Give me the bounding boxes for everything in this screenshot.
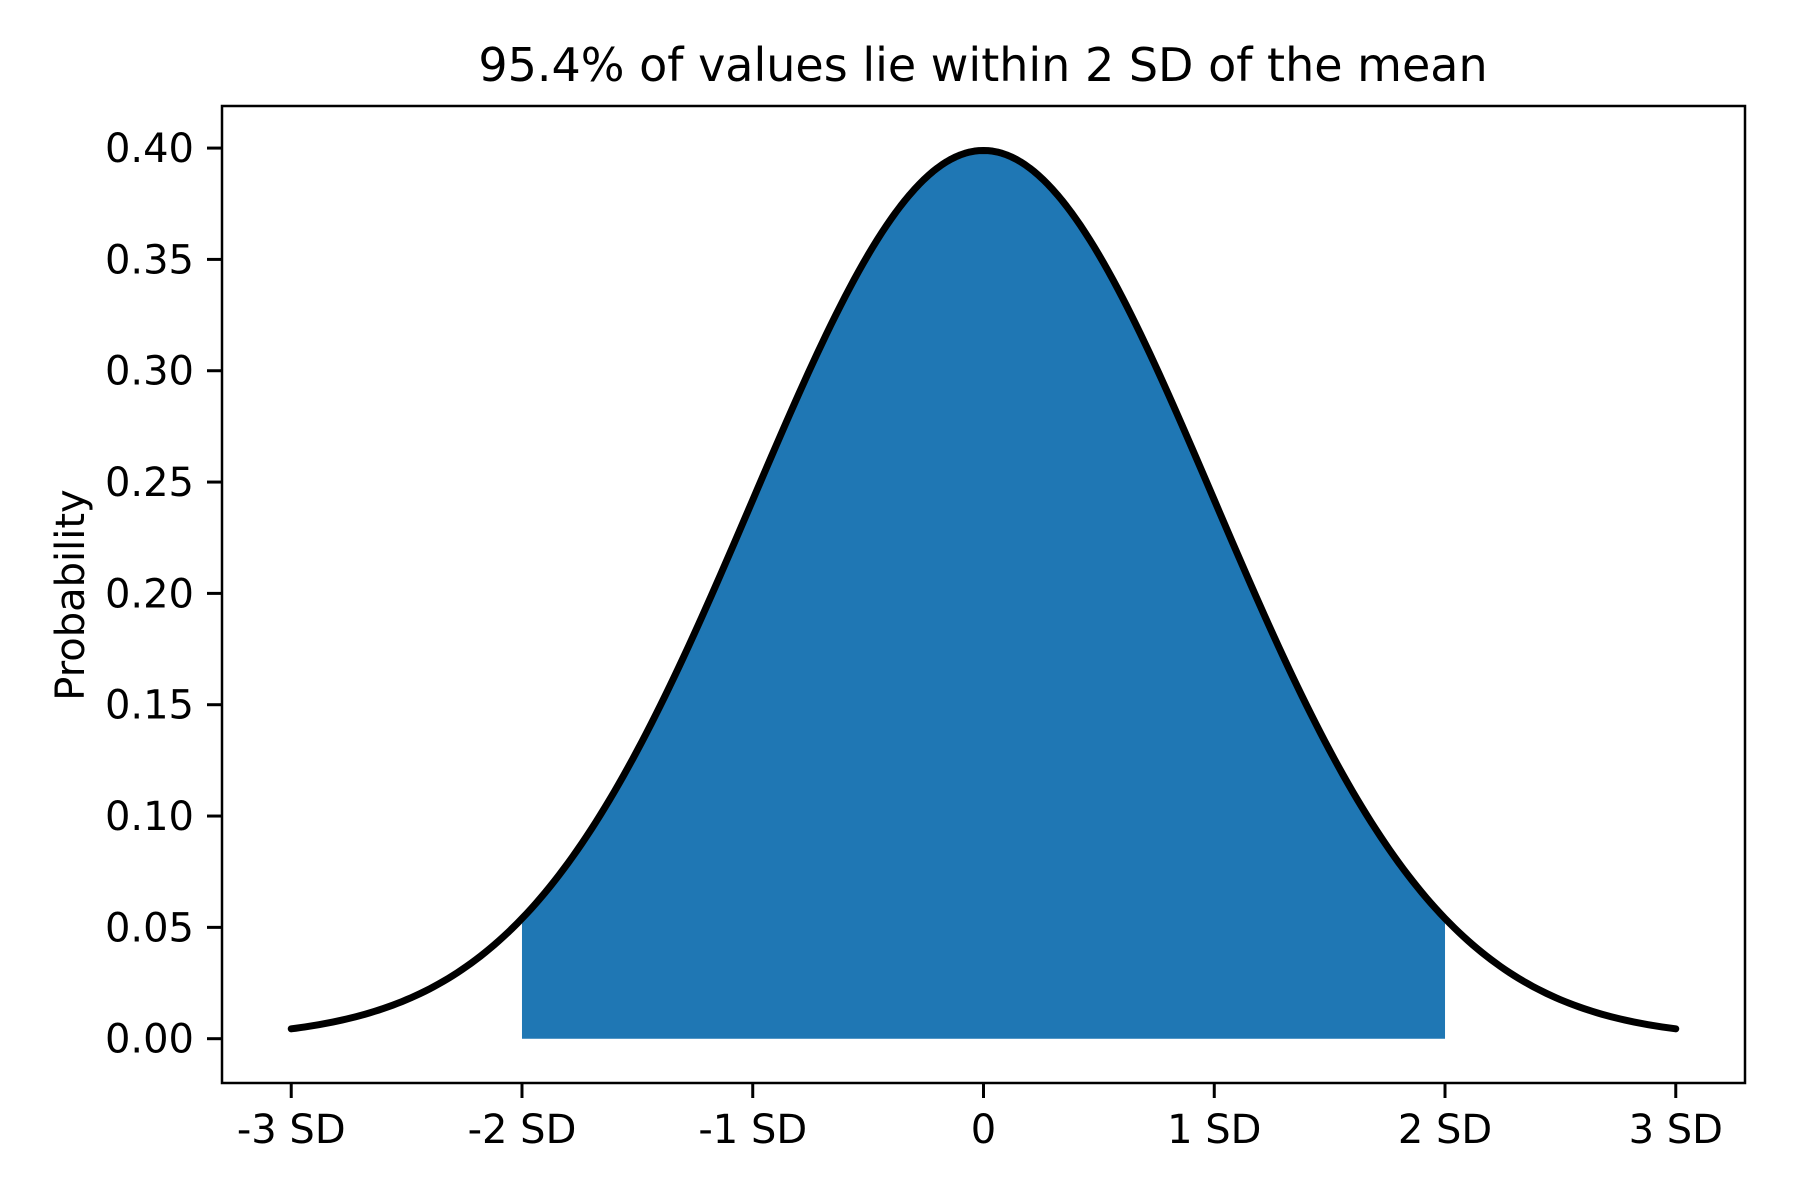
x-tick-label: -1 SD bbox=[698, 1107, 807, 1153]
x-tick: 0 bbox=[971, 1084, 996, 1153]
axes-box bbox=[220, 104, 1747, 1085]
y-tick-label: 0.05 bbox=[105, 905, 194, 951]
y-tick: 0.35 bbox=[105, 237, 221, 283]
x-tick: -2 SD bbox=[468, 1084, 577, 1153]
y-tick-label: 0.30 bbox=[105, 349, 194, 395]
y-tick-label: 0.40 bbox=[105, 126, 194, 172]
x-tick-label: 0 bbox=[971, 1107, 996, 1153]
y-tick-label: 0.35 bbox=[105, 237, 194, 283]
x-tick-label: 2 SD bbox=[1398, 1107, 1492, 1153]
y-tick: 0.30 bbox=[105, 349, 221, 395]
y-tick-label: 0.00 bbox=[105, 1017, 194, 1063]
x-tick-label: 1 SD bbox=[1167, 1107, 1261, 1153]
x-tick-label: 3 SD bbox=[1629, 1107, 1723, 1153]
y-tick: 0.15 bbox=[105, 683, 221, 729]
y-tick-label: 0.20 bbox=[105, 571, 194, 617]
bell-curve bbox=[287, 146, 1680, 1033]
x-tick-label: -3 SD bbox=[237, 1107, 346, 1153]
x-tick: 3 SD bbox=[1629, 1084, 1723, 1153]
x-tick: 2 SD bbox=[1398, 1084, 1492, 1153]
shaded-area bbox=[521, 150, 1446, 1039]
y-tick: 0.00 bbox=[105, 1017, 221, 1063]
y-tick-label: 0.25 bbox=[105, 460, 194, 506]
y-tick: 0.05 bbox=[105, 905, 221, 951]
y-tick-label: 0.15 bbox=[105, 683, 194, 729]
y-tick: 0.10 bbox=[105, 794, 221, 840]
chart-title: 95.4% of values lie within 2 SD of the m… bbox=[478, 38, 1488, 92]
y-tick: 0.20 bbox=[105, 571, 221, 617]
x-tick: 1 SD bbox=[1167, 1084, 1261, 1153]
x-tick: -3 SD bbox=[237, 1084, 346, 1153]
y-tick-label: 0.10 bbox=[105, 794, 194, 840]
x-tick: -1 SD bbox=[698, 1084, 807, 1153]
y-tick: 0.25 bbox=[105, 460, 221, 506]
x-tick-label: -2 SD bbox=[468, 1107, 577, 1153]
y-tick: 0.40 bbox=[105, 126, 221, 172]
